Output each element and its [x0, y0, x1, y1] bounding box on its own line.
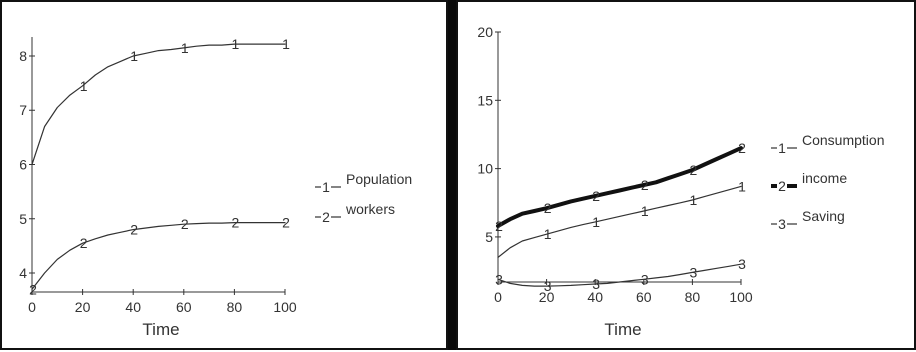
series-marker-income: 2 [495, 218, 503, 234]
legend-label-income: income [802, 170, 847, 186]
series-marker-workers: 2 [80, 235, 88, 251]
series-marker-consumption: 1 [738, 178, 746, 194]
series-marker-saving: 3 [544, 278, 552, 294]
series-marker-saving: 3 [690, 264, 698, 280]
x-tick-label: 100 [729, 289, 753, 305]
x-axis-label: Time [604, 320, 641, 339]
x-tick-label: 0 [28, 299, 36, 315]
y-tick-label: 15 [477, 92, 493, 108]
x-tick-label: 80 [685, 289, 701, 305]
series-marker-population: 1 [282, 36, 290, 52]
series-line-workers [31, 222, 286, 290]
series-marker-consumption: 1 [592, 214, 600, 230]
x-tick-label: 20 [75, 299, 91, 315]
series-line-consumption [497, 185, 742, 258]
series-marker-workers: 2 [282, 215, 290, 231]
series-marker-workers: 2 [29, 281, 37, 297]
y-tick-label: 5 [19, 211, 27, 227]
series-line-population [31, 43, 286, 166]
y-tick-label: 7 [19, 102, 27, 118]
series-marker-income: 2 [690, 162, 698, 178]
series-marker-workers: 2 [181, 216, 189, 232]
series-marker-income: 2 [544, 200, 552, 216]
y-tick-label: 10 [477, 161, 493, 177]
legend-label-population: Population [346, 171, 412, 187]
series-marker-workers: 2 [130, 222, 138, 238]
legend-marker: 2 [322, 209, 330, 225]
series-marker-population: 1 [181, 40, 189, 56]
series-marker-consumption: 1 [544, 226, 552, 242]
series-marker-consumption: 1 [641, 203, 649, 219]
series-marker-income: 2 [641, 177, 649, 193]
series-marker-workers: 2 [232, 215, 240, 231]
series-marker-population: 1 [80, 78, 88, 94]
legend-label-saving: Saving [802, 208, 845, 224]
x-tick-label: 40 [125, 299, 141, 315]
x-tick-label: 80 [227, 299, 243, 315]
y-tick-label: 6 [19, 157, 27, 173]
series-marker-population: 1 [232, 36, 240, 52]
legend-marker: 1 [322, 179, 330, 195]
x-tick-label: 20 [539, 289, 555, 305]
panel-divider [448, 0, 456, 350]
series-line-income [496, 146, 743, 228]
x-tick-label: 60 [636, 289, 652, 305]
series-marker-saving: 3 [495, 271, 503, 287]
x-tick-label: 0 [494, 289, 502, 305]
series-line-saving [497, 263, 742, 287]
legend-label-consumption: Consumption [802, 132, 885, 148]
series-marker-saving: 3 [641, 271, 649, 287]
series-marker-consumption: 1 [690, 192, 698, 208]
y-tick-label: 4 [19, 265, 27, 281]
legend-marker: 3 [778, 216, 786, 232]
left-chart-panel: 4 5 6 7 8 0 20 40 60 80 100 Time 1 1 1 1 1 1 Population 2 2 2… [0, 0, 448, 350]
series-marker-population: 1 [130, 48, 138, 64]
legend-marker: 2 [778, 178, 786, 194]
y-tick-label: 20 [477, 24, 493, 40]
legend-marker: 1 [778, 140, 786, 156]
x-tick-label: 40 [587, 289, 603, 305]
x-tick-label: 100 [273, 299, 297, 315]
x-axis-label: Time [142, 320, 179, 339]
series-marker-saving: 3 [738, 256, 746, 272]
y-tick-label: 5 [485, 229, 493, 245]
series-marker-saving: 3 [592, 276, 600, 292]
consumption-income-saving-chart: 5 10 15 20 0 20 40 60 80 100 Time 1 1 1 1 1 1 Consumption… [477, 24, 885, 339]
legend-label-workers: workers [345, 201, 395, 217]
series-marker-income: 2 [592, 188, 600, 204]
series-marker-income: 2 [738, 140, 746, 156]
y-tick-label: 8 [19, 48, 27, 64]
right-chart-panel: 5 10 15 20 0 20 40 60 80 100 Time 1 1 1 1 1 1 Consumption… [456, 0, 916, 350]
x-tick-label: 60 [176, 299, 192, 315]
